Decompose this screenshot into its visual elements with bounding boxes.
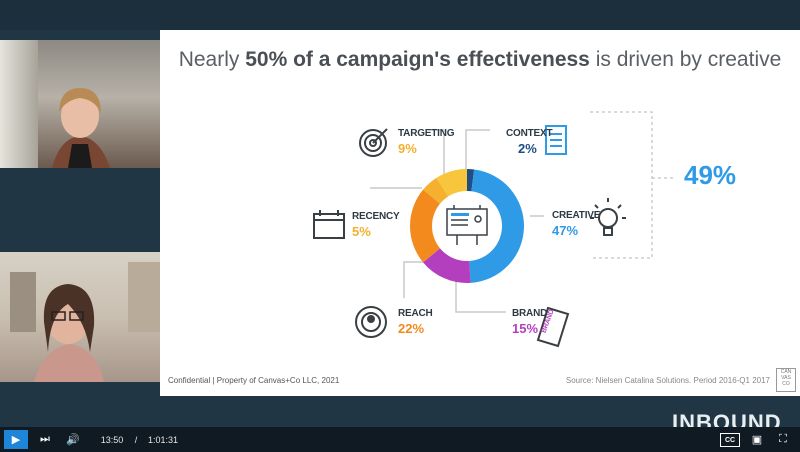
slide-footer-source: Source: Nielsen Catalina Solutions. Peri… (565, 376, 770, 385)
target-icon (359, 128, 388, 157)
value-reach: 22% (398, 321, 425, 336)
background-window (0, 40, 38, 168)
value-recency: 5% (352, 224, 371, 239)
volume-button[interactable]: 🔊 (64, 430, 82, 449)
value-context: 2% (518, 141, 537, 156)
pip-button[interactable]: ▣ (748, 430, 766, 449)
lightbulb-icon (590, 198, 626, 236)
label-reach: REACH (398, 308, 433, 319)
video-controls-bar: ▶ ⏭ 🔊 13:50 / 1:01:31 CC ▣ ⛶ (0, 427, 800, 452)
participant-1-figure (52, 88, 110, 168)
participant-video-1[interactable] (0, 40, 160, 168)
participant-2-figure (10, 262, 160, 382)
next-button[interactable]: ⏭ (36, 430, 54, 449)
captions-button[interactable]: CC (720, 433, 740, 447)
presentation-slide: Nearly 50% of a campaign's effectiveness… (160, 30, 800, 396)
time-separator: / (134, 434, 138, 445)
label-recency: RECENCY (352, 211, 400, 222)
play-icon: ▶ (11, 434, 21, 446)
title-prefix: Nearly (178, 48, 246, 71)
label-brand: BRAND (512, 308, 548, 319)
value-brand: 15% (512, 321, 539, 336)
value-targeting: 9% (398, 141, 417, 156)
reach-icon (355, 306, 387, 338)
label-creative: CREATIVE (552, 210, 601, 221)
volume-icon: 🔊 (66, 434, 80, 446)
play-button[interactable]: ▶ (4, 430, 28, 449)
title-suffix: is driven by creative (589, 48, 782, 71)
title-bold: 50% of a campaign's effectiveness (245, 48, 590, 71)
slide-title: Nearly 50% of a campaign's effectiveness… (160, 48, 800, 72)
diagram-graphics (313, 111, 676, 348)
fullscreen-button[interactable]: ⛶ (774, 430, 792, 449)
label-context: CONTEXT (506, 128, 553, 139)
document-icon (545, 125, 567, 155)
top-bar (0, 0, 800, 30)
duration: 1:01:31 (147, 434, 179, 445)
fullscreen-icon: ⛶ (779, 433, 787, 445)
current-time: 13:50 (100, 434, 124, 445)
creative-bracket (590, 111, 653, 259)
pip-icon: ▣ (751, 434, 763, 446)
billboard-icon (446, 205, 488, 245)
canvas-co-logo: CAN VAS CO (776, 368, 796, 392)
participant-video-2[interactable] (0, 252, 160, 382)
slide-footer-confidential: Confidential | Property of Canvas+Co LLC… (168, 376, 340, 385)
brand-tag-icon (536, 306, 570, 348)
donut-chart (410, 169, 524, 283)
skip-next-icon: ⏭ (40, 433, 50, 445)
label-targeting: TARGETING (398, 128, 455, 139)
creative-total-value: 49% (684, 160, 737, 190)
value-creative: 47% (552, 223, 579, 238)
calendar-icon (313, 210, 345, 239)
